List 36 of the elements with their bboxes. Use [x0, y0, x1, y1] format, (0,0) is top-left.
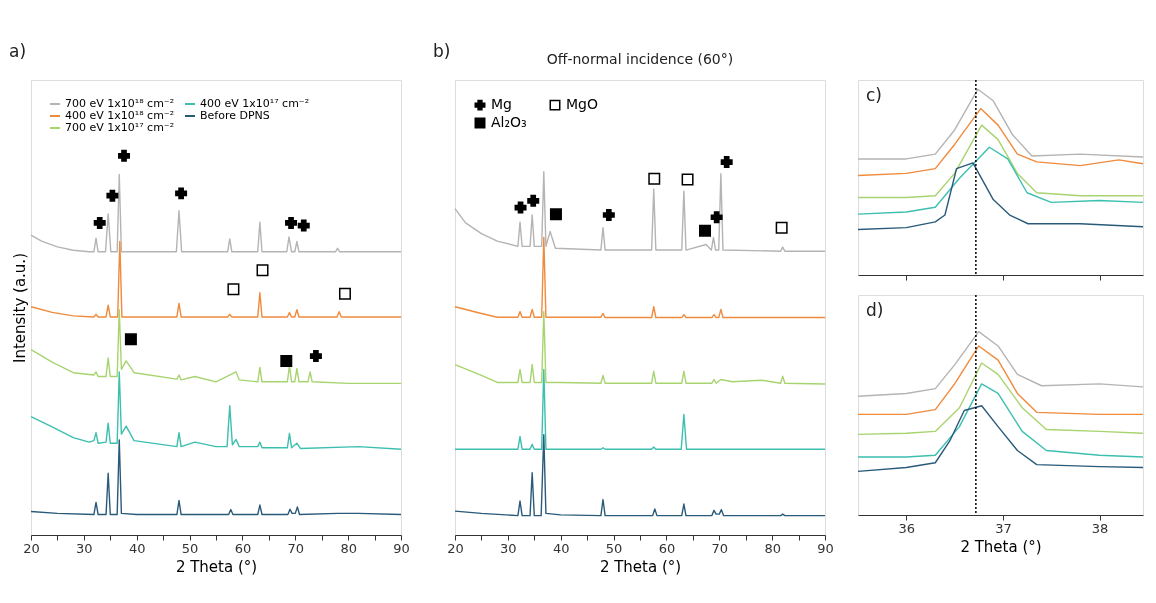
x-tick-label: 90 — [393, 540, 410, 556]
x-axis-title: 2 Theta (°) — [599, 557, 682, 576]
x-tick-label: 50 — [605, 540, 623, 556]
legend-label: Mg — [491, 96, 512, 113]
x-axis-title: 2 Theta (°) — [960, 537, 1042, 556]
x-tick-label: 70 — [287, 540, 305, 556]
x-tick-label: 50 — [181, 540, 199, 556]
legend-label: 400 eV 1x10¹⁸ cm⁻² — [65, 109, 175, 122]
legend-label: 700 eV 1x10¹⁷ cm⁻² — [65, 121, 175, 134]
x-tick-label: 20 — [23, 540, 40, 556]
legend-label: 700 eV 1x10¹⁸ cm⁻² — [65, 97, 175, 110]
x-tick-label: 38 — [1091, 520, 1109, 536]
x-tick-label: 37 — [995, 520, 1012, 536]
x-tick-label: 36 — [898, 520, 916, 536]
x-tick-label: 90 — [817, 540, 834, 556]
x-tick-label: 80 — [340, 540, 357, 556]
chart-title: Off-normal incidence (60°) — [546, 51, 734, 67]
x-tick-label: 40 — [552, 540, 570, 556]
x-axis-title: 2 Theta (°) — [175, 557, 258, 576]
x-tick-label: 60 — [658, 540, 676, 556]
text: d) — [866, 300, 884, 320]
x-tick-label: 60 — [234, 540, 252, 556]
text: a) — [9, 41, 27, 61]
legend-label: 400 eV 1x10¹⁷ cm⁻² — [200, 97, 310, 110]
x-tick-label: 70 — [711, 540, 729, 556]
x-tick-label: 80 — [764, 540, 781, 556]
annotation: c) — [866, 85, 882, 105]
x-tick-label: 30 — [500, 540, 517, 556]
x-tick-label: 20 — [447, 540, 464, 556]
legend-label: Before DPNS — [200, 109, 270, 122]
legend-label: MgO — [566, 96, 598, 113]
text: b) — [433, 41, 451, 61]
x-tick-label: 40 — [128, 540, 146, 556]
y-axis-title: Intensity (a.u.) — [10, 253, 29, 363]
legend-label: Al₂O₃ — [491, 114, 527, 130]
x-tick-label: 30 — [76, 540, 93, 556]
